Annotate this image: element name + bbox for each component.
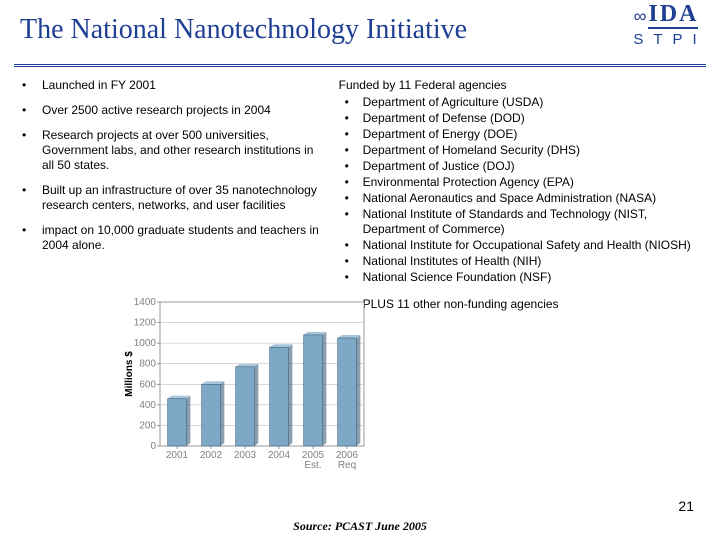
agency-item: National Aeronautics and Space Administr… [339,191,702,206]
svg-text:2002: 2002 [200,450,223,461]
svg-text:1200: 1200 [134,318,157,329]
agency-item: National Institute of Standards and Tech… [339,207,702,237]
right-column: Funded by 11 Federal agencies Department… [333,78,702,540]
slide-title: The National Nanotechnology Initiative [20,14,467,46]
page-number: 21 [678,498,694,514]
left-bullet: Over 2500 active research projects in 20… [18,103,323,118]
svg-text:Req: Req [338,460,356,471]
svg-text:1400: 1400 [134,297,157,308]
infinity-icon: ∞ [634,7,647,25]
svg-text:2001: 2001 [166,450,189,461]
svg-text:2004: 2004 [268,450,291,461]
agency-item: Environmental Protection Agency (EPA) [339,175,702,190]
extra-bullet: PLUS 11 other non-funding agencies [339,297,702,312]
left-bullet: Built up an infrastructure of over 35 na… [18,183,323,213]
agency-item: National Institutes of Health (NIH) [339,254,702,269]
logo-main: IDA [648,2,698,29]
agency-item: Department of Defense (DOD) [339,111,702,126]
logo: ∞ IDA STPI [622,2,710,48]
agency-item: National Institute for Occupational Safe… [339,238,702,253]
agencies-heading: Funded by 11 Federal agencies [339,78,702,93]
left-bullet: Launched in FY 2001 [18,78,323,93]
bar-chart: 0 200 400 600 800 1000 1200 1400 2001 2002 2003 200… [120,296,370,480]
svg-text:1000: 1000 [134,338,157,349]
svg-text:800: 800 [139,359,156,370]
slide-header: The National Nanotechnology Initiative ∞… [0,0,720,72]
agency-item: Department of Energy (DOE) [339,127,702,142]
logo-sub: STPI [622,31,710,48]
svg-text:2003: 2003 [234,450,257,461]
source-citation: Source: PCAST June 2005 [0,519,720,534]
agency-item: Department of Homeland Security (DHS) [339,143,702,158]
svg-text:600: 600 [139,379,156,390]
header-rule [14,64,706,68]
svg-text:400: 400 [139,400,156,411]
agency-list: Department of Agriculture (USDA)Departme… [339,95,702,285]
left-bullet: Research projects at over 500 universiti… [18,128,323,173]
agency-item: Department of Justice (DOJ) [339,159,702,174]
svg-text:Est.: Est. [304,460,321,471]
agency-item: National Science Foundation (NSF) [339,270,702,285]
agency-item: Department of Agriculture (USDA) [339,95,702,110]
svg-text:Millions $: Millions $ [124,351,135,397]
left-bullet: impact on 10,000 graduate students and t… [18,223,323,253]
extra-list: PLUS 11 other non-funding agencies [339,297,702,312]
svg-text:0: 0 [150,441,156,452]
left-bullet-list: Launched in FY 2001 Over 2500 active rese… [18,78,323,253]
svg-text:200: 200 [139,420,156,431]
